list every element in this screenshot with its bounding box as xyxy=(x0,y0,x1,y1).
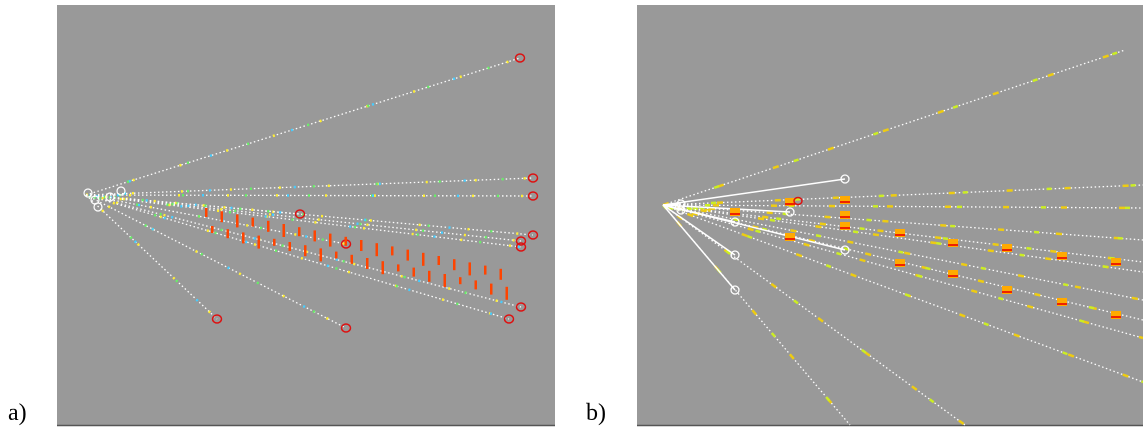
energy-deposit xyxy=(314,230,317,241)
energy-deposit xyxy=(1057,303,1067,305)
energy-deposit xyxy=(484,266,487,275)
energy-deposit xyxy=(1111,316,1121,318)
panel-b-background xyxy=(637,5,1143,425)
energy-deposit xyxy=(948,244,958,246)
energy-deposit xyxy=(785,203,795,205)
energy-deposit xyxy=(236,214,239,227)
figure: a) b) xyxy=(0,0,1143,435)
energy-deposit xyxy=(438,256,441,265)
energy-deposit xyxy=(221,211,224,222)
energy-deposit xyxy=(475,280,478,289)
energy-deposit xyxy=(840,201,850,203)
energy-deposit xyxy=(329,234,332,247)
energy-deposit xyxy=(428,271,431,282)
energy-deposit xyxy=(351,255,354,264)
energy-deposit xyxy=(407,250,410,261)
energy-deposit xyxy=(242,232,245,243)
energy-deposit xyxy=(211,226,214,233)
energy-deposit xyxy=(453,259,456,270)
energy-deposit xyxy=(730,213,740,215)
energy-deposit xyxy=(273,239,276,246)
energy-deposit xyxy=(382,261,385,274)
energy-deposit xyxy=(335,252,338,259)
fitted-segment xyxy=(663,204,681,205)
energy-deposit xyxy=(840,227,850,229)
energy-deposit xyxy=(283,224,286,237)
energy-deposit xyxy=(422,253,425,266)
energy-deposit xyxy=(205,208,208,217)
panel-label: b) xyxy=(586,400,606,426)
energy-deposit xyxy=(345,237,348,246)
energy-deposit xyxy=(376,243,379,256)
energy-deposit xyxy=(366,258,369,269)
panel-label: a) xyxy=(8,400,27,426)
energy-deposit xyxy=(391,246,394,255)
energy-deposit xyxy=(1057,257,1067,259)
energy-deposit xyxy=(252,218,255,227)
energy-deposit xyxy=(444,274,447,287)
energy-deposit xyxy=(1002,249,1012,251)
energy-deposit xyxy=(289,242,292,251)
energy-deposit xyxy=(397,264,400,271)
energy-deposit xyxy=(1111,263,1121,265)
energy-deposit xyxy=(258,236,261,249)
energy-deposit xyxy=(840,216,850,218)
energy-deposit xyxy=(413,268,416,277)
energy-deposit xyxy=(267,221,270,232)
energy-deposit xyxy=(227,229,230,238)
energy-deposit xyxy=(304,245,307,256)
energy-deposit xyxy=(895,264,905,266)
energy-deposit xyxy=(506,287,509,300)
energy-deposit xyxy=(459,277,462,284)
energy-deposit xyxy=(360,240,363,251)
energy-deposit xyxy=(500,269,503,280)
energy-deposit xyxy=(320,248,323,261)
energy-deposit xyxy=(785,238,795,240)
energy-deposit xyxy=(298,227,301,236)
energy-deposit xyxy=(469,262,472,275)
energy-deposit xyxy=(948,275,958,277)
energy-deposit xyxy=(895,234,905,236)
energy-deposit xyxy=(490,284,493,295)
energy-deposit xyxy=(1002,291,1012,293)
